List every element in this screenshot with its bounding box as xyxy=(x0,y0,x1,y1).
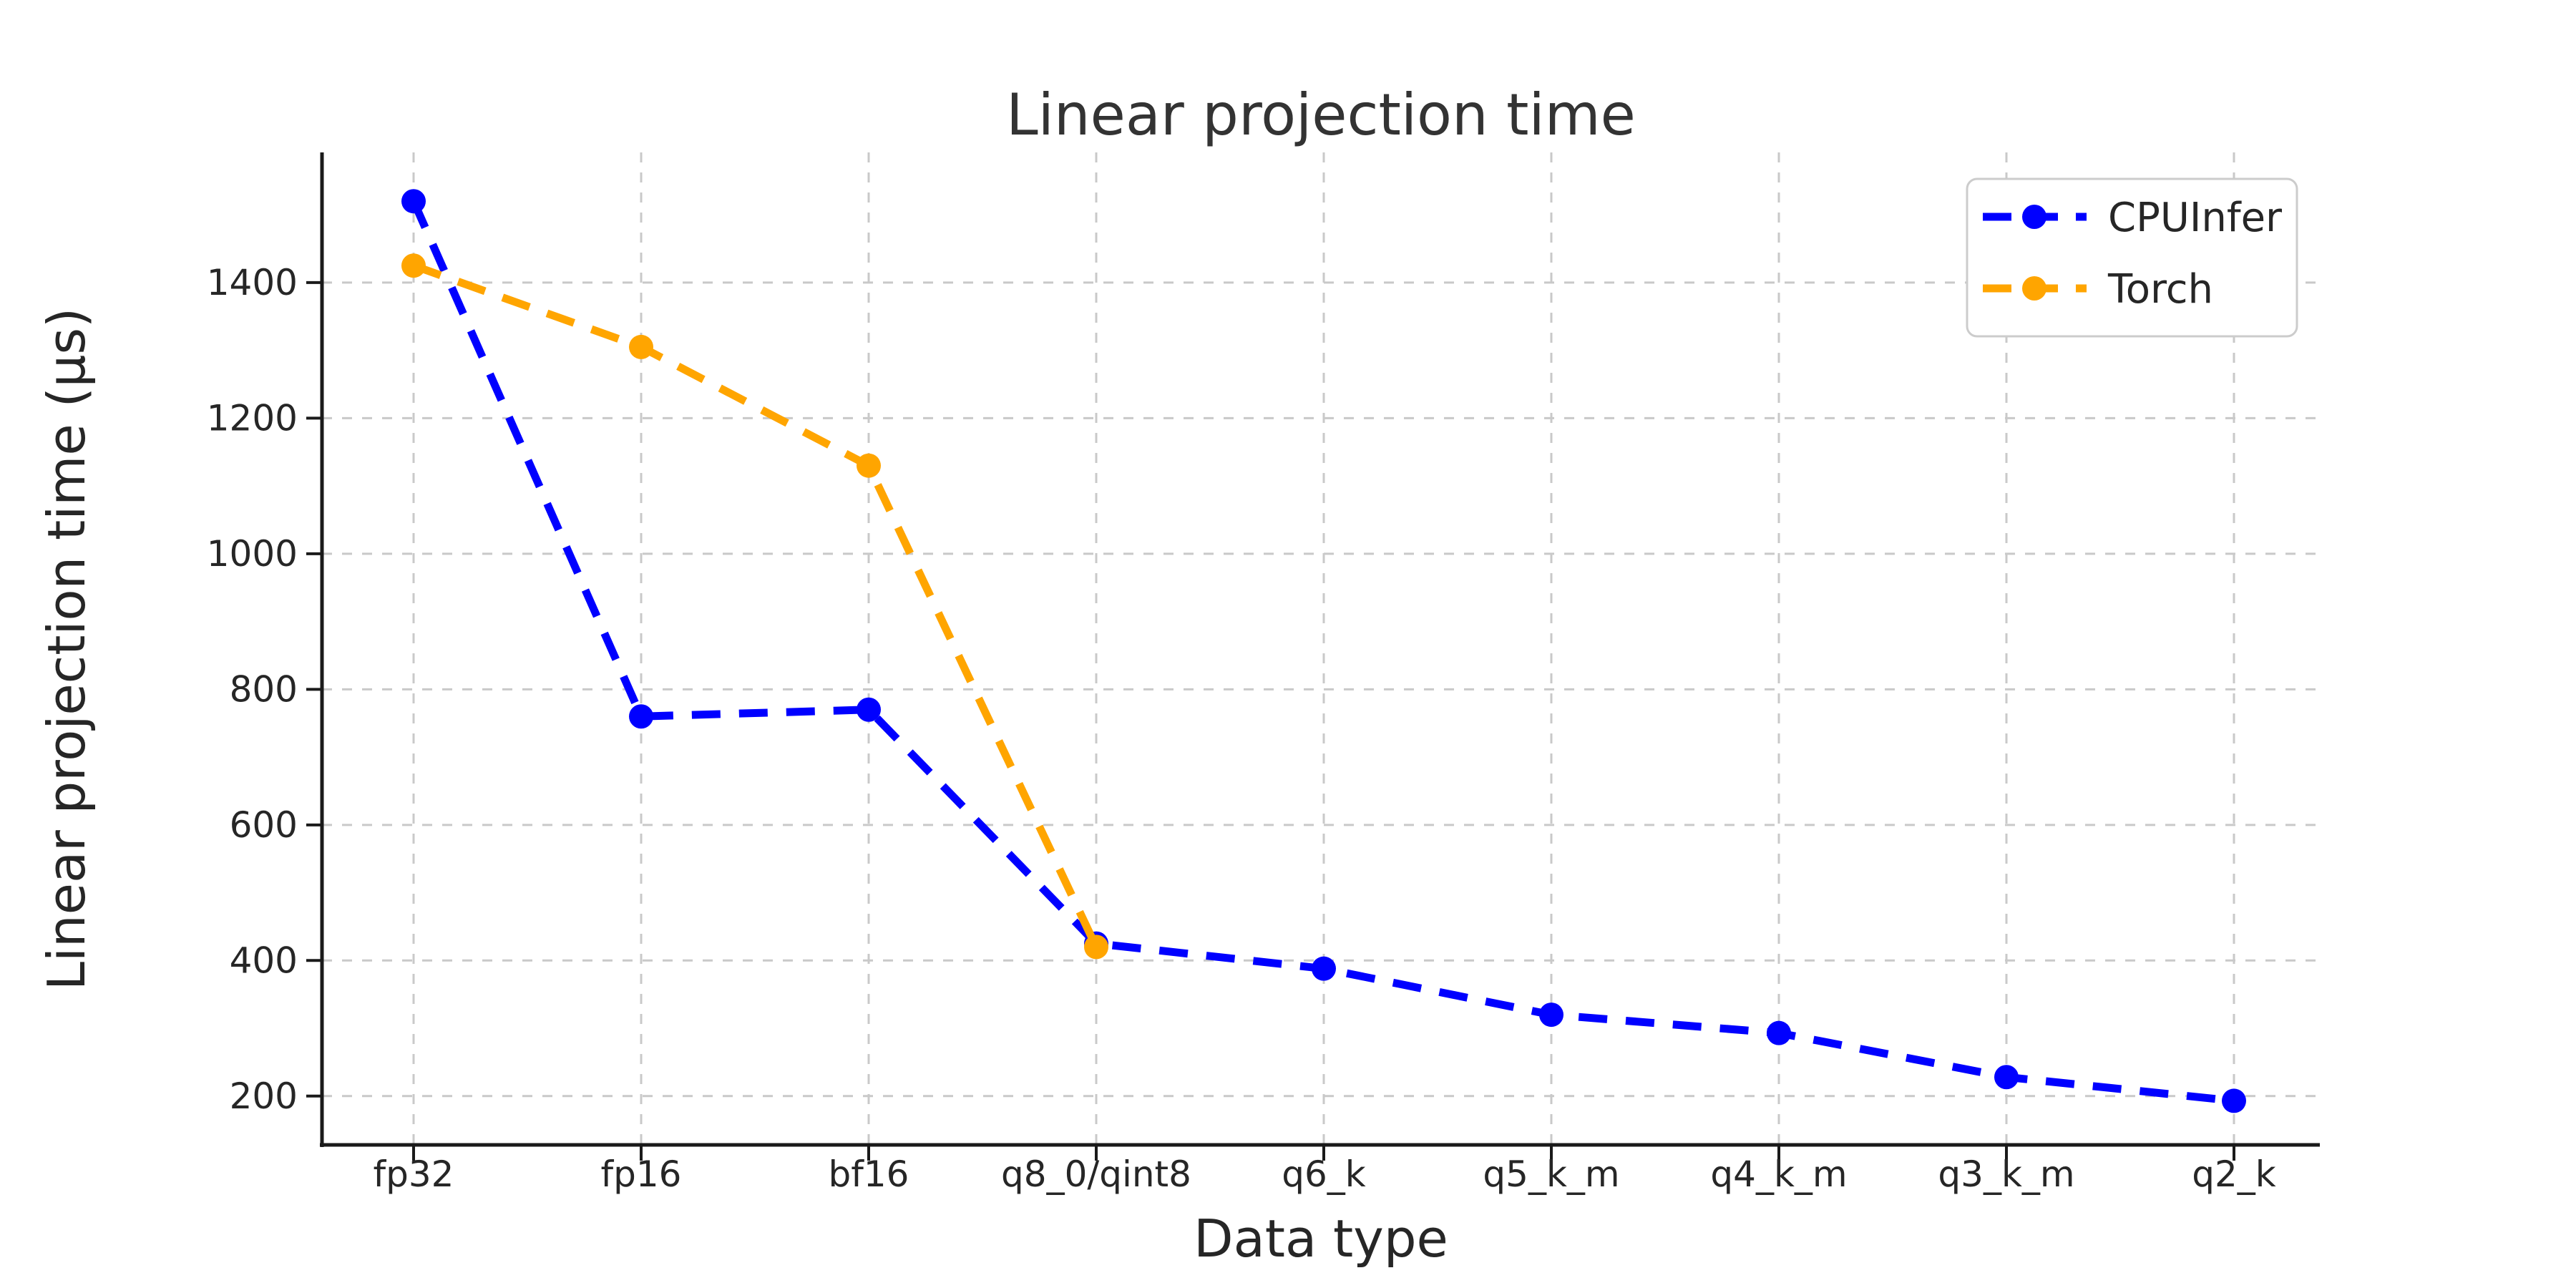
x-tick-label: q3_k_m xyxy=(1938,1153,2074,1195)
data-point xyxy=(401,253,426,278)
x-tick-label: q4_k_m xyxy=(1710,1153,1847,1195)
axes-layer: fp32 fp16 bf16 q8_0/qint8 q6_k q5_k_m q4_k_m q3… xyxy=(207,152,2320,1195)
series-line xyxy=(412,262,1100,949)
data-point xyxy=(1767,1020,1791,1045)
legend-marker xyxy=(2022,205,2046,229)
series-torch xyxy=(401,253,1108,960)
data-point xyxy=(1539,1002,1563,1028)
legend-label: Torch xyxy=(2107,266,2213,313)
data-point xyxy=(629,704,653,729)
legend-entry: CPUInfer xyxy=(1983,195,2283,241)
data-point xyxy=(857,453,881,478)
y-tick-label: 1400 xyxy=(207,262,298,303)
y-axis-label: Linear projection time (µs) xyxy=(36,308,97,990)
y-tick-label: 1000 xyxy=(207,533,298,575)
x-axis-label: Data type xyxy=(1194,1209,1448,1269)
data-point xyxy=(401,189,426,214)
x-tick-label: q2_k xyxy=(2192,1153,2276,1195)
data-point xyxy=(857,697,881,722)
x-tick-label: fp16 xyxy=(601,1153,682,1195)
data-point xyxy=(1084,935,1108,960)
data-point xyxy=(1994,1065,2019,1090)
y-tick-label: 200 xyxy=(230,1075,298,1117)
legend: CPUInfer Torch xyxy=(1966,177,2298,338)
data-point xyxy=(629,334,653,359)
y-tick-label: 600 xyxy=(230,804,298,846)
y-tick-label: 1200 xyxy=(207,397,298,439)
legend-marker xyxy=(2022,276,2046,301)
x-tick-label: fp32 xyxy=(374,1153,454,1195)
data-point xyxy=(1312,956,1336,981)
legend-label: CPUInfer xyxy=(2108,195,2283,241)
x-tick-label: bf16 xyxy=(829,1153,909,1195)
legend-entry: Torch xyxy=(1983,266,2213,313)
series-layer xyxy=(401,189,2246,1113)
x-tick-label: q6_k xyxy=(1282,1153,1366,1195)
x-tick-label: q5_k_m xyxy=(1483,1153,1619,1195)
data-point xyxy=(2222,1088,2246,1113)
y-tick-label: 400 xyxy=(230,940,298,981)
y-tick-label: 800 xyxy=(230,668,298,710)
chart-title: Linear projection time xyxy=(1006,82,1636,148)
x-tick-label: q8_0/qint8 xyxy=(1001,1153,1191,1195)
series-cpuinfer xyxy=(401,189,2246,1113)
